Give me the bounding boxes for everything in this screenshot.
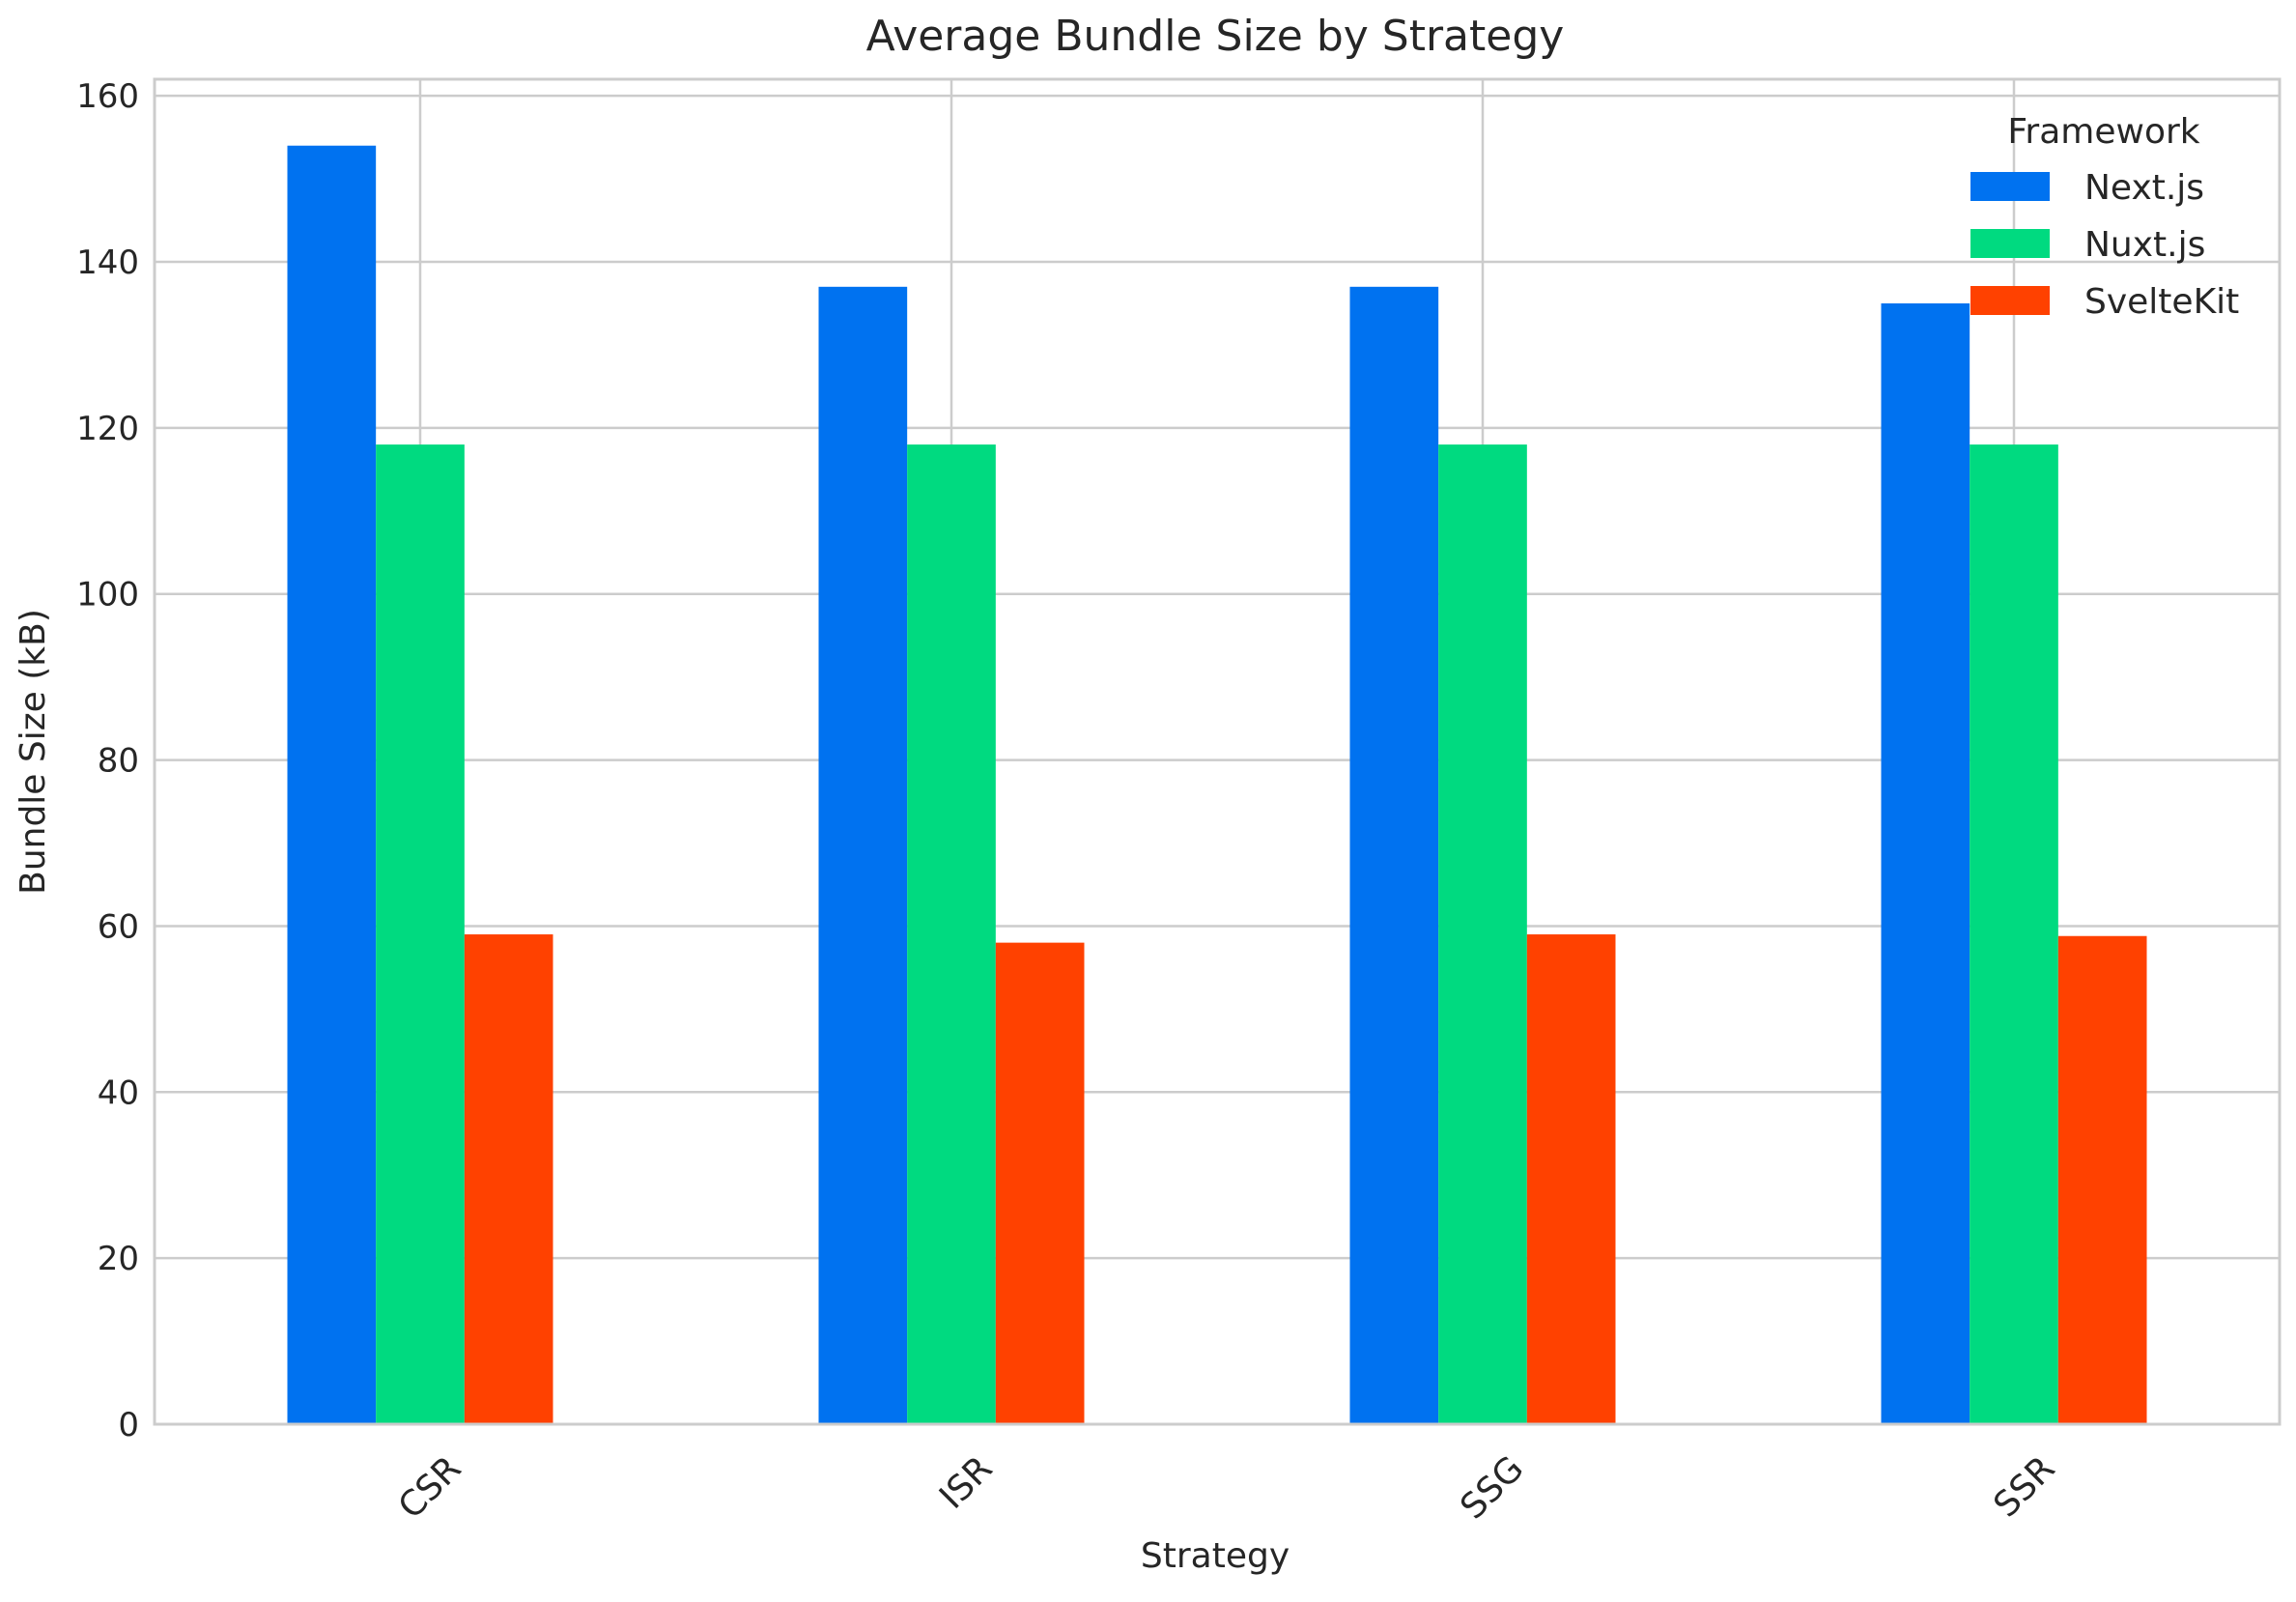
chart-title: Average Bundle Size by Strategy bbox=[866, 12, 1565, 61]
y-tick-label: 60 bbox=[98, 907, 139, 946]
y-tick-label: 40 bbox=[98, 1073, 139, 1112]
x-axis-label: Strategy bbox=[1141, 1536, 1290, 1576]
legend-label: Nuxt.js bbox=[2084, 225, 2205, 265]
y-tick-label: 160 bbox=[76, 77, 139, 116]
y-tick-label: 100 bbox=[76, 576, 139, 615]
bar-next-js-ssr bbox=[1881, 303, 1970, 1424]
legend-title: Framework bbox=[2007, 112, 2199, 152]
bar-sveltekit-csr bbox=[464, 934, 553, 1424]
y-tick-label: 140 bbox=[76, 243, 139, 282]
y-tick-label: 80 bbox=[98, 742, 139, 781]
bar-nuxt-js-csr bbox=[376, 444, 465, 1424]
y-tick-label: 120 bbox=[76, 410, 139, 448]
bar-nuxt-js-isr bbox=[907, 444, 996, 1424]
legend-swatch bbox=[1970, 286, 2050, 315]
legend: Framework Next.js Nuxt.js SvelteKit bbox=[1970, 112, 2239, 322]
y-tick-label: 0 bbox=[118, 1406, 139, 1445]
y-tick-labels: 0 20 40 60 80 100 120 140 160 bbox=[76, 77, 139, 1445]
bar-next-js-csr bbox=[287, 145, 377, 1425]
y-axis-label: Bundle Size (kB) bbox=[14, 609, 53, 895]
legend-swatch bbox=[1970, 172, 2050, 201]
plot-frame bbox=[153, 77, 2282, 1426]
bar-nuxt-js-ssr bbox=[1970, 444, 2058, 1424]
bar-sveltekit-ssr bbox=[2057, 935, 2147, 1424]
bar-next-js-ssg bbox=[1349, 286, 1439, 1424]
y-tick-label: 20 bbox=[98, 1240, 139, 1278]
legend-swatch bbox=[1970, 229, 2050, 258]
bar-nuxt-js-ssg bbox=[1438, 444, 1527, 1424]
bar-sveltekit-isr bbox=[995, 942, 1085, 1424]
bar-next-js-isr bbox=[818, 286, 908, 1424]
legend-label: Next.js bbox=[2084, 168, 2204, 208]
bar-sveltekit-ssg bbox=[1526, 934, 1616, 1424]
legend-label: SvelteKit bbox=[2084, 282, 2239, 322]
bars bbox=[287, 145, 2147, 1425]
